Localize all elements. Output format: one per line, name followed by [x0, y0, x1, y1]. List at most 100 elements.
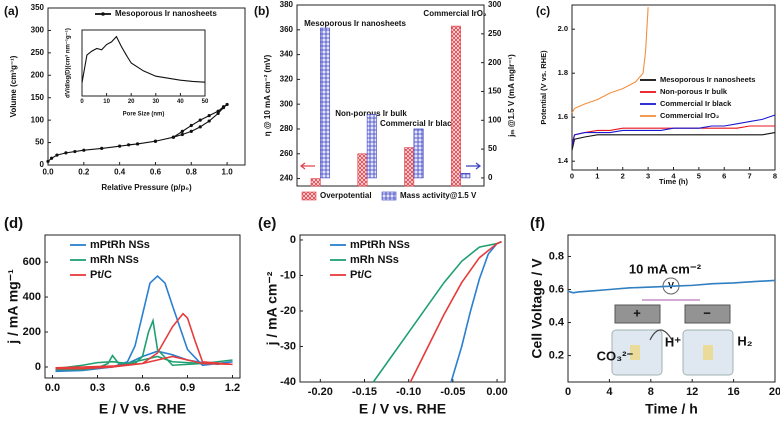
panel-label: (d) — [4, 215, 23, 232]
x-tick-label: 20 — [769, 386, 780, 398]
legend-label: mPtRh NSs — [90, 239, 150, 251]
y-tick-label: 0 — [40, 160, 45, 169]
data-line — [571, 7, 649, 114]
data-point — [221, 105, 226, 109]
y-tick-label: 300 — [280, 99, 294, 108]
legend-label: mRh NSs — [90, 254, 139, 266]
y-tick-label: 0 — [290, 234, 296, 246]
data-point — [198, 118, 202, 122]
panel-label: (b) — [254, 4, 269, 18]
x-tick-label: 0 — [565, 386, 571, 398]
x-tick-label: 3 — [646, 172, 650, 181]
legend-label: Pt/C — [90, 269, 112, 281]
plot-frame — [81, 29, 206, 97]
y-tick-label: 200 — [23, 326, 41, 338]
plot-frame — [296, 4, 485, 187]
data-point — [207, 114, 211, 118]
y-tick-label: 100 — [31, 115, 45, 124]
panel-label: (a) — [4, 4, 19, 18]
data-point — [118, 144, 122, 148]
y-tick-label: 1.6 — [558, 112, 568, 121]
bar — [404, 147, 415, 187]
x-tick-label: 2 — [621, 172, 625, 181]
y-tick-label: 50 — [488, 144, 497, 153]
y-tick-label: 260 — [280, 149, 294, 158]
bar — [450, 25, 461, 187]
data-point — [189, 123, 193, 128]
y-tick-label: 320 — [280, 74, 294, 83]
bar — [310, 178, 321, 187]
data-line — [55, 312, 233, 370]
legend-label: mRh NSs — [350, 254, 399, 266]
bar — [357, 153, 368, 187]
data-line — [409, 241, 502, 383]
y-axis-label: j / mA cm⁻² — [264, 271, 280, 346]
legend-swatch — [381, 191, 397, 201]
y-tick-label: 250 — [31, 48, 45, 57]
y-tick-label: 300 — [488, 0, 502, 9]
annotation: 10 mA cm⁻² — [629, 261, 702, 276]
y-tick-label: 1.8 — [558, 68, 568, 77]
data-point — [153, 139, 158, 143]
data-line — [567, 279, 776, 294]
x-tick-label: 0.0 — [45, 382, 60, 394]
data-point — [216, 109, 220, 113]
y-tick-label: 50 — [35, 138, 44, 147]
plot-frame — [47, 7, 246, 166]
x-tick-label: 30 — [152, 99, 159, 105]
x-tick-label: 0.6 — [135, 382, 150, 394]
y-tick-label: 200 — [488, 58, 502, 67]
y-axis-label: Volume (cm³g⁻¹) — [9, 55, 18, 117]
legend-label: Non-porous Ir bulk — [660, 87, 728, 96]
x-tick-label: 0.3 — [90, 382, 105, 394]
x-axis-label: Pore Size (nm) — [123, 112, 165, 118]
x-tick-label: 16 — [727, 386, 739, 398]
x-tick-label: 1.0 — [222, 167, 234, 176]
x-tick-label: 0.8 — [186, 167, 198, 176]
y-tick-label: 0.4 — [549, 316, 565, 328]
category-label: Non-porous Ir bulk — [335, 109, 407, 118]
y-tick-label: -40 — [280, 376, 296, 388]
x-tick-label: 20 — [128, 99, 135, 105]
category-label: Commercial Ir black — [380, 119, 457, 128]
x-tick-label: -0.15 — [352, 386, 377, 398]
x-tick-label: -0.05 — [440, 386, 465, 398]
data-point — [73, 149, 77, 154]
y-axis-label: Potential (V vs. RHE) — [539, 50, 548, 125]
data-point — [180, 129, 184, 133]
y-tick-label: 350 — [31, 3, 45, 12]
legend-label: Mesoporous Ir nanosheets — [115, 9, 217, 18]
panel-label: (c) — [536, 6, 550, 18]
y-axis-label: η @ 10 mA cm⁻² (mV) — [263, 54, 272, 136]
data-point — [64, 151, 68, 155]
legend-swatch — [301, 191, 317, 201]
data-line — [81, 35, 206, 83]
data-line — [47, 103, 228, 162]
x-tick-label: 5 — [697, 172, 701, 181]
data-line — [55, 274, 233, 373]
y-tick-label: 150 — [31, 93, 45, 102]
x-tick-label: -0.20 — [308, 386, 333, 398]
x-tick-label: 0.0 — [42, 167, 54, 176]
data-line — [55, 317, 233, 371]
annotation: V — [668, 280, 674, 290]
x-axis-label: Time / h — [645, 401, 698, 417]
y-tick-label: 200 — [31, 70, 45, 79]
plot-frame — [299, 234, 506, 383]
annotation: − — [703, 305, 711, 320]
x-tick-label: 40 — [177, 99, 184, 105]
y-tick-label: 0.6 — [549, 283, 564, 295]
x-tick-label: 0 — [80, 99, 84, 105]
x-axis-label: E / V vs. RHE — [99, 401, 186, 417]
data-point — [225, 102, 229, 107]
y-tick-label: 360 — [280, 25, 294, 34]
legend-label: Commercial Ir black — [660, 99, 732, 108]
legend-label: Mesoporous Ir nanosheets — [660, 75, 755, 84]
x-tick-label: 10 — [103, 99, 110, 105]
data-line — [372, 241, 502, 383]
y-tick-label: 300 — [31, 26, 45, 35]
data-point — [46, 159, 50, 164]
